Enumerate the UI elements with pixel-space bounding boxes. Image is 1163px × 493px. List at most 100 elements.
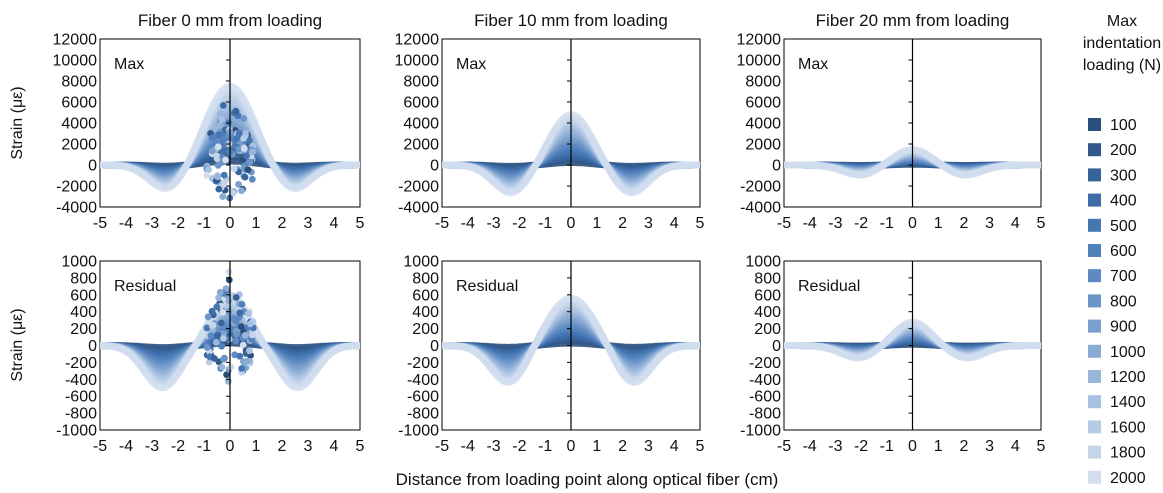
- legend-entry: 300: [1110, 167, 1137, 184]
- y-tick-label: -2000: [398, 179, 439, 196]
- plot-area: 120001000080006000400020000-2000-4000-5-…: [53, 11, 1046, 455]
- y-tick-label: 1000: [745, 254, 781, 271]
- legend-swatch: [1088, 269, 1101, 283]
- x-tick-label: 4: [1011, 215, 1020, 232]
- scatter-point: [242, 358, 250, 365]
- y-tick-label: -4000: [56, 200, 97, 217]
- y-tick-label: 2000: [745, 137, 781, 154]
- scatter-point: [246, 158, 254, 166]
- legend-swatch: [1088, 244, 1101, 257]
- legend-swatch: [1088, 118, 1101, 131]
- x-tick-label: -4: [803, 215, 817, 232]
- y-tick-label: 400: [70, 304, 97, 321]
- y-tick-label: -1000: [740, 423, 781, 440]
- scatter-point: [213, 303, 221, 311]
- scatter-point: [245, 310, 252, 317]
- x-tick-label: -3: [145, 438, 159, 455]
- scatter-point: [244, 166, 252, 174]
- legend-entry: 100: [1110, 117, 1137, 134]
- y-tick-label: -800: [407, 406, 439, 423]
- y-tick-label: 12000: [737, 32, 782, 49]
- x-tick-label: 3: [644, 215, 653, 232]
- x-tick-label: -4: [461, 438, 475, 455]
- scatter-point: [233, 331, 240, 338]
- legend-title: loading (N): [1083, 57, 1161, 74]
- x-tick-label: 1: [934, 215, 943, 232]
- x-tick-label: 4: [670, 215, 679, 232]
- x-tick-label: -4: [461, 215, 475, 232]
- x-tick-label: 5: [1037, 438, 1046, 455]
- x-tick-label: -4: [803, 438, 817, 455]
- x-tick-label: 0: [226, 215, 235, 232]
- panel-1-1: 10008006004002000-200-400-600-800-1000-5…: [398, 254, 704, 456]
- x-tick-label: 4: [330, 438, 339, 455]
- scatter-point: [225, 297, 233, 304]
- legend-swatch: [1088, 168, 1101, 182]
- legend-swatch: [1088, 370, 1101, 383]
- scatter-point: [218, 116, 226, 123]
- y-tick-label: -800: [65, 406, 97, 423]
- x-tick-label: 0: [567, 438, 576, 455]
- x-tick-label: -5: [93, 215, 107, 232]
- panel-1-0: 10008006004002000-200-400-600-800-1000-5…: [56, 254, 364, 456]
- y-tick-label: -1000: [56, 423, 97, 440]
- scatter-point: [248, 175, 256, 183]
- scatter-point: [236, 130, 243, 137]
- legend-swatch: [1088, 420, 1101, 434]
- y-tick-label: -4000: [740, 200, 781, 217]
- x-tick-label: 3: [985, 215, 994, 232]
- y-tick-label: 400: [412, 304, 439, 321]
- legend-swatch: [1088, 344, 1101, 358]
- y-tick-label: 4000: [403, 116, 439, 133]
- y-tick-label: 4000: [745, 116, 781, 133]
- scatter-point: [208, 147, 216, 155]
- scatter-point: [219, 102, 227, 109]
- x-tick-label: -5: [435, 438, 449, 455]
- scatter-point: [216, 288, 224, 296]
- y-tick-label: -400: [749, 372, 781, 389]
- x-tick-label: 3: [985, 438, 994, 455]
- scatter-point: [218, 363, 226, 371]
- scatter-point: [245, 137, 253, 144]
- scatter-point: [207, 332, 215, 340]
- legend-swatch: [1088, 143, 1101, 157]
- legend-entry: 200: [1110, 142, 1137, 159]
- y-tick-label: 10000: [53, 53, 98, 70]
- panel-label: Residual: [456, 278, 518, 295]
- scatter-point: [243, 152, 250, 160]
- y-tick-label: 400: [754, 304, 781, 321]
- scatter-point: [246, 347, 253, 355]
- y-tick-label: 4000: [61, 116, 97, 133]
- y-tick-label: -4000: [398, 200, 439, 217]
- x-tick-label: -1: [538, 215, 552, 232]
- scatter-point: [236, 352, 244, 360]
- scatter-point: [239, 341, 247, 349]
- x-tick-label: 2: [278, 215, 287, 232]
- legend-entry: 1600: [1110, 419, 1146, 436]
- scatter-point: [237, 323, 245, 331]
- scatter-point: [205, 358, 213, 366]
- scatter-point: [212, 338, 220, 346]
- x-tick-label: -3: [486, 438, 500, 455]
- scatter-point: [248, 331, 256, 339]
- x-tick-label: 5: [1037, 215, 1046, 232]
- y-axis-label-max: Strain (με): [9, 86, 26, 159]
- x-tick-label: -3: [486, 215, 500, 232]
- x-tick-label: 1: [592, 215, 601, 232]
- scatter-point: [232, 107, 240, 115]
- y-tick-label: 600: [70, 287, 97, 304]
- legend-entry: 800: [1110, 293, 1137, 310]
- scatter-point: [236, 309, 244, 317]
- scatter-point: [216, 121, 224, 129]
- scatter-point: [215, 294, 223, 302]
- panel-label: Residual: [798, 278, 860, 295]
- panel-label: Max: [456, 56, 486, 73]
- y-tick-label: 8000: [745, 74, 781, 91]
- legend-swatch: [1088, 193, 1101, 207]
- x-tick-label: 4: [330, 215, 339, 232]
- scatter-point: [240, 145, 248, 152]
- scatter-point: [220, 179, 228, 186]
- y-tick-label: 1000: [61, 254, 97, 271]
- y-tick-label: -200: [749, 355, 781, 372]
- legend-entry: 1000: [1110, 344, 1146, 361]
